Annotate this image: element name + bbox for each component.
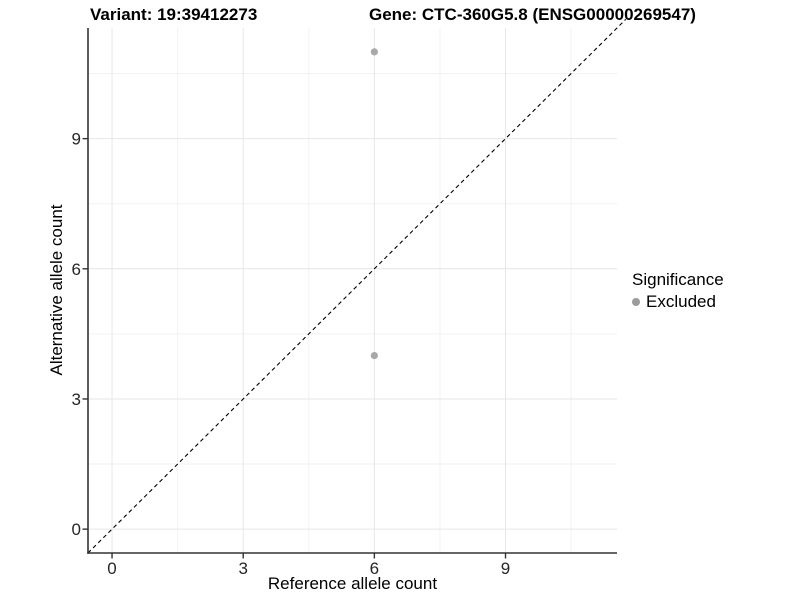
variant-title: Variant: 19:39412273 <box>90 5 258 24</box>
y-tick-label: 9 <box>72 130 81 149</box>
y-axis-title: Alternative allele count <box>47 204 66 376</box>
x-tick-label: 0 <box>107 559 116 578</box>
gene-title: Gene: CTC-360G5.8 (ENSG00000269547) <box>369 5 696 24</box>
legend-entry-excluded: Excluded <box>632 292 724 312</box>
identity-line <box>87 18 627 554</box>
y-tick-label: 6 <box>72 260 81 279</box>
x-tick-label: 6 <box>370 559 379 578</box>
x-tick-label: 3 <box>238 559 247 578</box>
legend-title: Significance <box>632 270 724 289</box>
data-point <box>370 351 378 360</box>
legend-entry-label: Excluded <box>646 292 716 311</box>
excluded-point-icon <box>632 298 640 306</box>
y-tick-label: 0 <box>72 520 81 539</box>
data-point <box>370 48 378 56</box>
legend: Significance Excluded <box>632 270 724 312</box>
y-tick-label: 3 <box>72 390 81 409</box>
x-axis-title: Reference allele count <box>267 574 438 593</box>
x-tick-label: 9 <box>501 559 510 578</box>
